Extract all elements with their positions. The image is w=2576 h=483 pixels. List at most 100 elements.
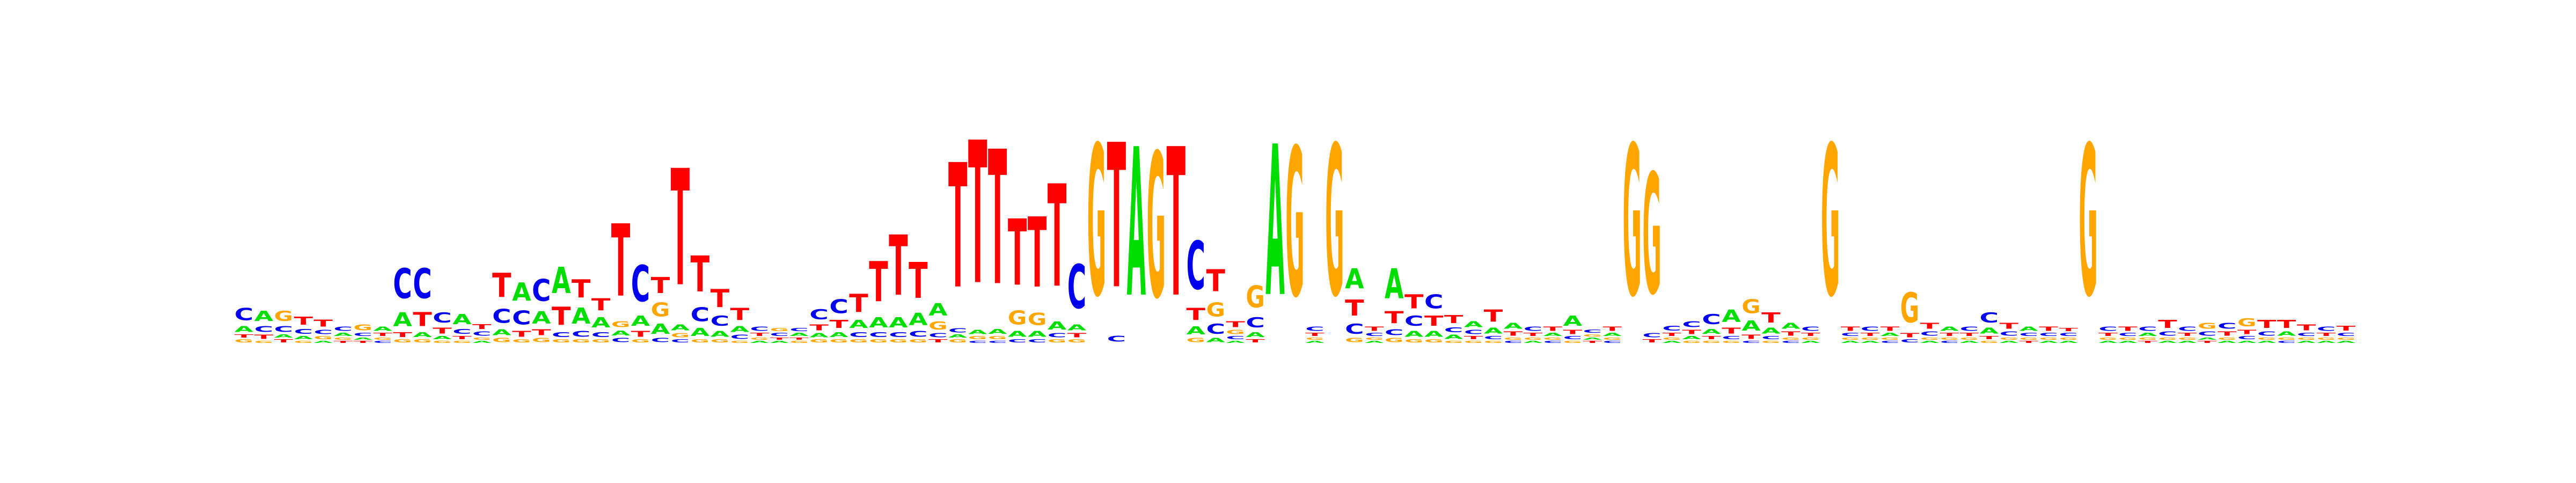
logo-letter-c: C [235, 305, 253, 324]
logo-letter-g: G [472, 337, 491, 340]
logo-letter-c: C [2237, 335, 2256, 340]
logo-letter-t: T [1642, 339, 1662, 343]
logo-letter-c: C [2158, 331, 2177, 337]
logo-letter-t: T [413, 308, 432, 331]
logo-letter-g: G [988, 335, 1007, 340]
logo-letter-g: G [869, 339, 888, 343]
logo-letter-a: A [1563, 313, 1583, 329]
logo-letter-g: G [1028, 310, 1046, 329]
logo-letter-c: C [1801, 326, 1820, 332]
logo-letter-a: A [1404, 329, 1424, 339]
logo-letter-g: G [1048, 339, 1066, 343]
logo-letter-t: T [988, 112, 1007, 327]
logo-letter-t: T [1801, 332, 1820, 337]
logo-letter-a: A [1345, 264, 1364, 295]
logo-letter-t: T [2337, 324, 2356, 332]
logo-letter-t: T [1563, 329, 1583, 335]
logo-letter-a: A [532, 309, 551, 327]
logo-letter-c: C [1107, 334, 1126, 344]
logo-letter-a: A [1424, 329, 1444, 339]
logo-column-54: G [1285, 105, 1304, 343]
logo-letter-t: T [452, 335, 472, 340]
logo-letter-a: A [730, 324, 750, 334]
logo-letter-c: C [1722, 335, 1740, 340]
logo-letter-g: G [1861, 337, 1879, 340]
logo-letter-a: A [2098, 340, 2118, 343]
logo-letter-g: G [1603, 337, 1622, 340]
logo-letter-t: T [2000, 321, 2018, 331]
logo-letter-c: C [1345, 321, 1364, 338]
logo-letter-g: G [1226, 329, 1245, 335]
logo-letter-c: C [512, 307, 531, 330]
logo-letter-t: T [1920, 321, 1939, 331]
logo-letter-t: T [1365, 326, 1384, 332]
logo-letter-c: C [2317, 326, 2336, 332]
logo-letter-g: G [1722, 340, 1740, 343]
logo-letter-a: A [393, 308, 412, 331]
logo-letter-t: T [1980, 335, 1999, 340]
logo-letter-a: A [472, 340, 492, 343]
logo-letter-a: A [1305, 340, 1325, 343]
logo-letter-c: C [532, 273, 551, 309]
logo-letter-g: G [2158, 337, 2177, 340]
logo-letter-t: T [1464, 335, 1483, 340]
logo-letter-g: G [909, 339, 927, 343]
logo-letter-g: G [1305, 337, 1324, 340]
logo-letter-g: G [1980, 340, 1999, 343]
logo-letter-t: T [928, 339, 948, 343]
logo-letter-a: A [2218, 340, 2237, 343]
logo-letter-c: C [552, 331, 570, 339]
logo-letter-c: C [1543, 340, 1562, 343]
logo-letter-g: G [1662, 337, 1681, 340]
logo-letter-c: C [1980, 310, 1999, 326]
logo-letter-a: A [1484, 326, 1503, 335]
logo-letter-c: C [1504, 340, 1523, 343]
logo-letter-g: G [1821, 103, 1840, 343]
logo-letter-a: A [1920, 340, 1940, 343]
logo-letter-c: C [730, 334, 749, 340]
logo-letter-g: G [1504, 337, 1523, 340]
logo-letter-t: T [1741, 334, 1761, 340]
logo-letter-g: G [849, 339, 868, 343]
logo-columns: GTACGTCATACGGACTAGCTTGACTACGCGTAGTACGATC… [235, 102, 2357, 344]
logo-letter-g: G [1801, 337, 1820, 340]
logo-letter-t: T [909, 252, 927, 310]
logo-letter-a: A [909, 310, 927, 329]
logo-letter-a: A [552, 260, 570, 302]
logo-letter-c: C [1880, 340, 1899, 343]
logo-letter-g: G [1246, 279, 1264, 314]
logo-letter-g: G [631, 339, 650, 343]
logo-letter-a: A [2000, 340, 2019, 343]
logo-column-81: G [1821, 103, 1840, 343]
logo-letter-g: G [2059, 337, 2077, 340]
logo-letter-g: G [492, 337, 511, 343]
logo-letter-g: G [948, 339, 967, 343]
logo-letter-t: T [512, 329, 531, 339]
logo-letter-t: T [591, 296, 610, 315]
logo-letter-t: T [691, 245, 709, 303]
logo-letter-g: G [2178, 337, 2197, 340]
logo-letter-g: G [1583, 334, 1602, 337]
logo-letter-g: G [2098, 337, 2117, 340]
logo-letter-c: C [1741, 340, 1760, 343]
logo-letter-t: T [2297, 323, 2316, 332]
logo-letter-a: A [1008, 329, 1027, 339]
logo-letter-c: C [1187, 228, 1205, 305]
